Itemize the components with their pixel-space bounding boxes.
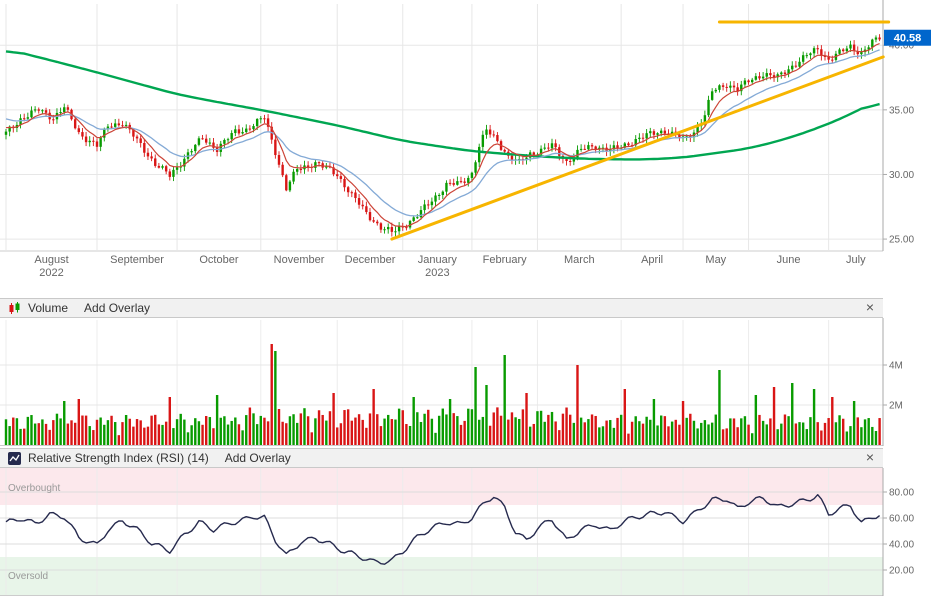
svg-text:June: June	[777, 254, 801, 266]
svg-text:80.00: 80.00	[889, 488, 914, 499]
price-grid	[0, 0, 887, 252]
rsi-add-overlay-button[interactable]: Add Overlay	[224, 451, 291, 465]
svg-text:April: April	[641, 254, 663, 266]
ma-red-line	[5, 43, 880, 228]
svg-text:2022: 2022	[39, 267, 63, 279]
last-price-label: 40.58	[884, 29, 931, 46]
svg-text:September: September	[110, 254, 164, 266]
volume-chart[interactable]: 4M 2M	[0, 318, 945, 448]
svg-text:40.58: 40.58	[894, 33, 922, 45]
svg-text:60.00: 60.00	[889, 514, 914, 525]
svg-text:2M: 2M	[889, 401, 903, 412]
svg-text:August: August	[34, 254, 68, 266]
rsi-band-labels: Overbought Oversold	[8, 483, 60, 582]
volume-icon	[8, 301, 21, 315]
svg-text:40.00: 40.00	[889, 540, 914, 551]
rsi-axis-labels: 80.00 60.00 40.00 20.00	[889, 488, 914, 577]
volume-panel-header: Volume Add Overlay ×	[0, 298, 883, 318]
volume-panel-title: Volume	[28, 301, 69, 315]
rising-support	[390, 55, 885, 241]
svg-text:March: March	[564, 254, 595, 266]
oversold-band	[0, 557, 883, 595]
svg-text:January: January	[418, 254, 458, 266]
svg-text:40.00: 40.00	[889, 41, 914, 52]
volume-add-overlay-button[interactable]: Add Overlay	[84, 301, 151, 315]
svg-text:35.00: 35.00	[889, 105, 914, 116]
rsi-grid	[0, 468, 887, 596]
svg-text:Oversold: Oversold	[8, 571, 48, 582]
moving-averages	[5, 43, 880, 228]
trendlines	[390, 20, 891, 241]
rsi-chart[interactable]: Overbought Oversold 80.00 60.00 40.00 20.00	[0, 468, 945, 597]
rsi-panel-title: Relative Strength Index (RSI) (14)	[28, 451, 209, 465]
rsi-panel-header: Relative Strength Index (RSI) (14) Add O…	[0, 448, 883, 468]
svg-text:Overbought: Overbought	[8, 483, 60, 494]
rsi-icon	[8, 451, 21, 465]
volume-bars	[4, 344, 881, 445]
svg-text:February: February	[483, 254, 528, 266]
overbought-band	[0, 468, 883, 505]
ma-green-line	[5, 50, 880, 161]
svg-text:4M: 4M	[889, 361, 903, 372]
rsi-value-line	[5, 494, 881, 565]
ma-blue-line	[5, 49, 880, 217]
svg-text:November: November	[274, 254, 325, 266]
svg-text:October: October	[199, 254, 238, 266]
rsi-line	[5, 494, 881, 565]
price-axis-labels: 40.00 35.00 30.00 25.00	[889, 41, 914, 246]
svg-text:July: July	[846, 254, 866, 266]
svg-text:December: December	[345, 254, 396, 266]
svg-text:25.00: 25.00	[889, 235, 914, 246]
svg-text:20.00: 20.00	[889, 566, 914, 577]
rsi-bands	[0, 468, 883, 595]
volume-close-button[interactable]: ×	[865, 299, 874, 315]
rsi-close-button[interactable]: ×	[865, 449, 874, 465]
svg-text:2023: 2023	[425, 267, 449, 279]
candlesticks	[4, 34, 881, 237]
volume-axis-labels: 4M 2M	[889, 361, 903, 412]
svg-text:30.00: 30.00	[889, 170, 914, 181]
svg-text:May: May	[705, 254, 726, 266]
